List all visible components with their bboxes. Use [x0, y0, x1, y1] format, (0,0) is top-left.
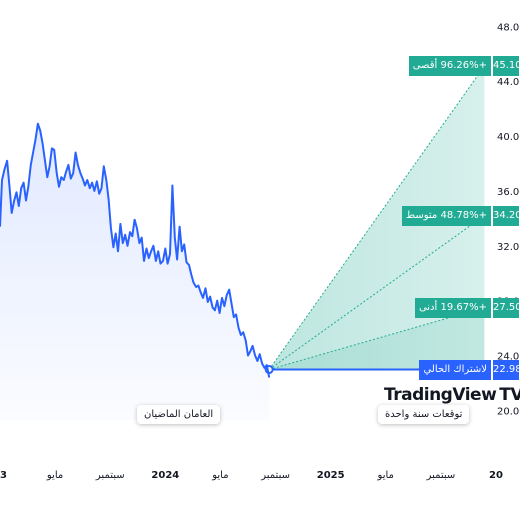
y-tick-label: 40.00 [497, 132, 520, 143]
marker-label-low: +19.67% أدنى [414, 297, 491, 318]
y-tick-label: 44.00 [497, 77, 520, 88]
marker-label-high: +96.26% أقصى [408, 56, 491, 77]
projection-line-avg [268, 215, 485, 370]
x-tick-label: 2024 [151, 470, 179, 481]
x-tick-label: سبتمبر [95, 470, 125, 481]
history-area [0, 123, 270, 420]
x-tick-label: سبتمبر [426, 470, 456, 481]
x-tick-label: مايو [377, 470, 394, 481]
x-tick-label: 23 [0, 470, 7, 481]
marker-value-high: 45.10 [493, 56, 520, 77]
marker-value-current: 22.98 [493, 359, 520, 380]
x-tick-label: مايو [46, 470, 63, 481]
y-tick-label: 48.00 [497, 22, 520, 33]
y-tick-label: 20.00 [497, 406, 520, 417]
marker-label-current: لاشتراك الحالي [419, 359, 491, 380]
y-tick-label: 36.00 [497, 187, 520, 198]
history-line [0, 122, 271, 378]
marker-value-low: 27.50 [493, 297, 520, 318]
y-tick-label: 24.00 [497, 352, 520, 363]
x-tick-label: 2025 [317, 470, 345, 481]
tradingview-wordmark: TradingView [384, 385, 497, 405]
period-label-future: توقعات سنة واحدة [378, 405, 470, 424]
marker-value-avg: 34.20 [493, 205, 520, 226]
x-tick-label: مايو [211, 470, 228, 481]
y-tick-label: 32.00 [497, 242, 520, 253]
x-tick-label: 20 [489, 470, 503, 481]
tradingview-watermark: TradingView TV [384, 385, 520, 405]
marker-label-avg: +48.78% متوسط [401, 205, 491, 226]
period-label-past: العامان الماضيان [137, 405, 221, 424]
projection-line-low [269, 307, 485, 371]
x-tick-label: سبتمبر [260, 470, 290, 481]
tradingview-logo: TV [499, 385, 520, 405]
